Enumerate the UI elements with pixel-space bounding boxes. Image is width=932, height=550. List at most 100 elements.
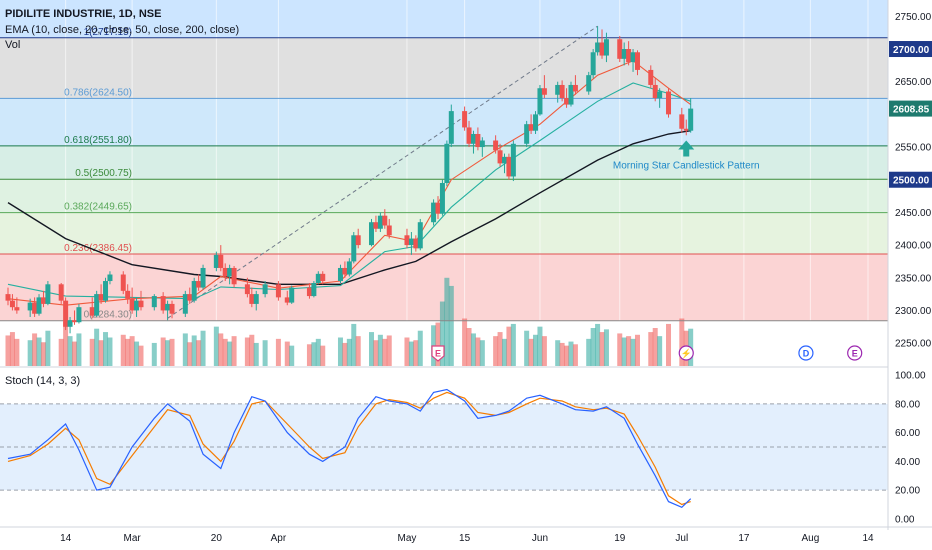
price-tag-label: 2608.85 (893, 105, 930, 116)
event-marker-letter: ⚡ (681, 348, 692, 360)
candle-body (76, 307, 82, 323)
volume-bar (377, 334, 383, 366)
candle-body (541, 88, 547, 95)
candle-body (289, 287, 295, 303)
candle-body (63, 300, 69, 327)
volume-bar (572, 344, 578, 366)
volume-bar (679, 318, 685, 366)
candle-body (555, 84, 561, 95)
price-tick-label: 2450.00 (895, 208, 932, 219)
candle-body (351, 235, 357, 262)
candle-body (466, 127, 472, 144)
candle-body (493, 140, 499, 151)
candle-body (595, 42, 601, 53)
volume-bar (510, 323, 516, 366)
volume-bar (125, 338, 131, 366)
candle-body (32, 302, 38, 314)
volume-bar (311, 342, 317, 366)
candle-body (559, 84, 565, 99)
candle-body (382, 215, 388, 226)
volume-bar (58, 338, 64, 366)
time-tick-label: Jun (532, 533, 548, 544)
price-tag-label: 2700.00 (893, 45, 930, 56)
volume-legend: Vol (5, 39, 21, 51)
volume-bar (493, 336, 499, 366)
volume-bar (67, 336, 73, 366)
candle-body (634, 52, 640, 70)
volume-bar (439, 301, 445, 366)
candle-body (470, 133, 476, 144)
candle-body (134, 300, 140, 311)
candle-body (506, 156, 512, 177)
candle-body (626, 49, 632, 63)
stochastic-pane (0, 366, 932, 509)
volume-bar (227, 341, 233, 366)
volume-bar (342, 342, 348, 366)
volume-bar (657, 336, 663, 366)
candle-body (342, 267, 348, 275)
candle-body (222, 267, 228, 277)
ema50-line (7, 130, 691, 285)
volume-bar (524, 330, 530, 366)
fib-label-1: 1(2717.15) (84, 27, 132, 38)
volume-bar (32, 333, 38, 366)
stoch-tick-label: 60.00 (895, 428, 920, 439)
candle-body (479, 140, 485, 148)
stoch-tick-label: 0.00 (895, 514, 915, 525)
candle-body (537, 88, 543, 115)
volume-bar (634, 334, 640, 366)
time-tick-label: 14 (60, 533, 72, 544)
candle-body (435, 202, 441, 214)
volume-bar (346, 338, 352, 366)
candle-body (497, 150, 503, 164)
volume-bar (506, 326, 512, 366)
volume-bar (36, 337, 42, 366)
event-markers: E ⚡ D E (431, 345, 863, 362)
price-tick-label: 2400.00 (895, 241, 932, 252)
candle-body (586, 75, 592, 92)
candle-body (14, 307, 20, 311)
volume-bar (559, 342, 565, 366)
volume-bar (555, 340, 561, 366)
volume-bar (120, 334, 126, 366)
time-tick-label: 17 (738, 533, 750, 544)
candle-body (94, 294, 100, 316)
time-tick-label: Jul (675, 533, 688, 544)
candle-body (444, 143, 450, 183)
chart-title: PIDILITE INDUSTRIE, 1D, NSE (5, 8, 162, 20)
volume-bar (306, 344, 312, 366)
volume-bar (373, 340, 379, 366)
volume-bar (541, 336, 547, 366)
volume-bar (417, 330, 423, 366)
candle-body (666, 91, 672, 115)
candle-body (160, 296, 166, 311)
candle-body (417, 222, 423, 249)
candle-body (227, 267, 233, 277)
candle-body (408, 238, 414, 246)
volume-bar (231, 336, 237, 366)
candle-body (462, 111, 468, 128)
candle-body (564, 98, 570, 105)
candle-body (688, 108, 694, 131)
volume-bar (14, 338, 20, 366)
candle-body (679, 114, 685, 129)
candle-body (275, 284, 281, 298)
volume-bar (76, 333, 82, 366)
candle-body (244, 284, 250, 295)
volume-bar (218, 333, 224, 366)
candle-body (603, 39, 609, 56)
volume-bar (586, 338, 592, 366)
volume-bar (63, 321, 69, 366)
volume-bar (595, 323, 601, 366)
candle-body (213, 254, 219, 268)
volume-bar (40, 342, 46, 366)
volume-bar (71, 341, 77, 366)
fib-label-0: 0(2284.30) (84, 310, 132, 321)
candle-body (431, 202, 437, 223)
candle-body (599, 42, 605, 56)
price-tick-label: 2750.00 (895, 12, 932, 23)
volume-bar (27, 340, 33, 366)
candle-body (311, 282, 317, 297)
volume-bar (222, 338, 228, 366)
candle-body (369, 222, 375, 246)
